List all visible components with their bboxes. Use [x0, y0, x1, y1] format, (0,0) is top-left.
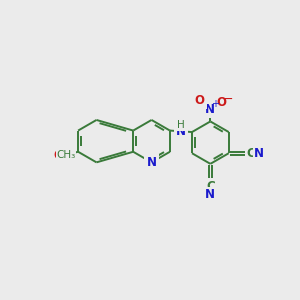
Text: CH₃: CH₃	[56, 150, 76, 160]
Text: N: N	[176, 125, 186, 138]
Text: O: O	[53, 149, 63, 162]
Text: O: O	[217, 96, 226, 109]
Text: C: C	[206, 180, 215, 193]
Text: H: H	[177, 120, 185, 130]
Text: +: +	[212, 99, 219, 109]
Text: N: N	[254, 147, 264, 160]
Text: N: N	[147, 156, 157, 169]
Text: N: N	[206, 188, 215, 201]
Text: −: −	[223, 93, 233, 106]
Text: C: C	[247, 147, 256, 160]
Text: O: O	[195, 94, 205, 107]
Text: N: N	[206, 103, 215, 116]
